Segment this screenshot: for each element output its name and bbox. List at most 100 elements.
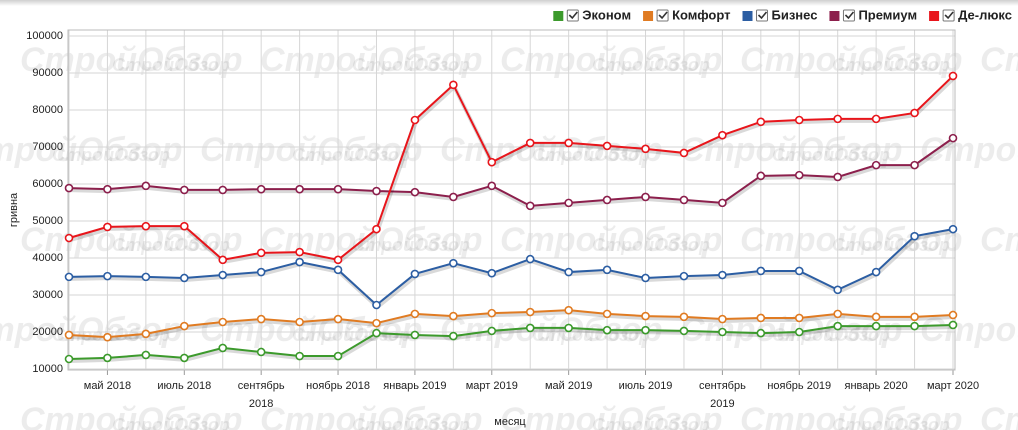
watermark: СтройОбзор <box>592 55 710 75</box>
legend-item[interactable]: Де-люкс <box>929 7 1012 22</box>
legend-item[interactable]: Премиум <box>829 7 917 22</box>
x-tick-label: март 2019 <box>466 380 518 392</box>
marker <box>602 325 612 335</box>
watermark: СтройОбзор <box>260 401 483 430</box>
marker <box>64 354 74 364</box>
legend-swatch <box>553 11 564 21</box>
marker <box>256 184 266 194</box>
plot-frame <box>67 29 956 371</box>
marker <box>449 192 458 202</box>
marker <box>679 271 689 281</box>
legend-checkbox[interactable] <box>842 9 855 22</box>
watermark: СтройОбзор <box>832 415 950 430</box>
x-tick-label: январь 2019 <box>383 380 446 392</box>
marker <box>833 285 842 295</box>
marker <box>295 351 304 361</box>
y-tick-label: 10000 <box>32 363 63 375</box>
watermark: СтройОбзор <box>980 41 1018 79</box>
marker <box>180 185 189 195</box>
marker <box>833 309 842 319</box>
legend-item[interactable]: Комфорт <box>643 7 731 22</box>
y-tick-label: 50000 <box>32 215 63 227</box>
legend: Эконом Комфорт Бизнес Премиум Де-люкс <box>553 7 1012 22</box>
line <box>68 75 954 261</box>
y-tick-label: 70000 <box>32 141 63 153</box>
marker <box>372 300 381 310</box>
marker <box>372 318 381 328</box>
legend-checkbox[interactable] <box>756 9 768 22</box>
marker <box>602 141 612 151</box>
marker <box>641 325 650 335</box>
legend-swatch <box>929 11 940 21</box>
y-axis-label: гривна <box>8 192 20 227</box>
legend-swatch <box>643 11 654 21</box>
watermark: СтройОбзор <box>112 55 230 75</box>
marker <box>602 195 612 205</box>
marker <box>333 351 343 361</box>
check-mark <box>944 11 954 20</box>
marker <box>910 160 919 170</box>
legend-swatch <box>829 11 840 21</box>
marker <box>718 198 727 208</box>
watermark: СтройОбзор <box>592 415 710 430</box>
y-tick-label: 30000 <box>32 289 63 301</box>
marker <box>679 148 689 158</box>
x-tick-label: март 2020 <box>927 380 979 392</box>
marker <box>641 273 650 283</box>
marker <box>871 267 881 277</box>
y-tick-label: 40000 <box>32 252 63 264</box>
marker <box>103 332 112 342</box>
watermark: СтройОбзор <box>52 145 170 165</box>
line-shadow <box>69 138 956 210</box>
marker <box>602 265 612 275</box>
marker <box>295 317 304 327</box>
marker <box>410 187 420 197</box>
marker <box>756 171 766 181</box>
marker <box>525 254 535 264</box>
marker <box>871 160 881 170</box>
marker <box>141 221 151 231</box>
watermark: СтройОбзор <box>352 235 470 255</box>
marker <box>103 271 112 281</box>
watermark: СтройОбзор <box>500 401 723 430</box>
marker <box>449 311 458 321</box>
marker <box>449 258 458 268</box>
marker <box>64 233 74 243</box>
legend-label: Комфорт <box>672 7 730 22</box>
x-tick-label: ноябрь 2018 <box>306 380 370 392</box>
marker <box>218 343 228 353</box>
marker <box>948 133 958 143</box>
marker <box>679 326 689 336</box>
legend-label: Эконом <box>582 7 631 22</box>
marker <box>756 117 766 127</box>
marker <box>871 321 881 331</box>
watermark: СтройОбзор <box>740 221 963 259</box>
x-axis-label: месяц <box>494 416 526 428</box>
marker <box>295 257 304 267</box>
watermark: СтройОбзор <box>832 235 950 255</box>
legend-item[interactable]: Бизнес <box>742 7 818 22</box>
marker <box>718 270 727 280</box>
legend-label: Де-люкс <box>958 7 1012 22</box>
legend-checkbox[interactable] <box>656 9 669 22</box>
marker <box>487 181 497 191</box>
marker <box>948 71 958 81</box>
legend-checkbox[interactable] <box>942 9 955 22</box>
marker <box>833 321 842 331</box>
marker <box>218 255 228 265</box>
legend-checkbox[interactable] <box>566 9 579 22</box>
marker <box>794 170 804 180</box>
x-tick-label: июль 2018 <box>157 380 211 392</box>
marker <box>410 330 420 340</box>
legend-item[interactable]: Эконом <box>553 7 631 22</box>
watermark: СтройОбзор <box>980 221 1018 259</box>
x-group-label: 2019 <box>710 398 734 410</box>
watermark: СтройОбзор <box>352 55 470 75</box>
marker <box>295 247 304 257</box>
marker <box>871 114 881 124</box>
marker <box>256 347 266 357</box>
marker <box>372 224 381 234</box>
watermark: СтройОбзор <box>500 221 723 259</box>
line-shadow <box>69 229 955 310</box>
